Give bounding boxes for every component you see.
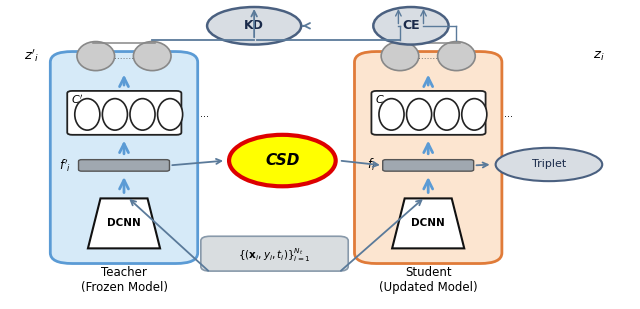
- Ellipse shape: [438, 41, 476, 71]
- Text: CSD: CSD: [265, 153, 300, 168]
- Text: Teacher
(Frozen Model): Teacher (Frozen Model): [81, 266, 168, 294]
- Text: Student
(Updated Model): Student (Updated Model): [379, 266, 477, 294]
- Ellipse shape: [157, 99, 182, 130]
- Polygon shape: [88, 198, 160, 248]
- Ellipse shape: [461, 99, 487, 130]
- FancyBboxPatch shape: [355, 52, 502, 264]
- Ellipse shape: [495, 148, 602, 181]
- Ellipse shape: [434, 99, 460, 130]
- Text: $f'_i$: $f'_i$: [59, 157, 71, 174]
- FancyBboxPatch shape: [201, 236, 348, 271]
- Text: $f_i$: $f_i$: [367, 157, 375, 173]
- FancyBboxPatch shape: [51, 52, 198, 264]
- Text: ...: ...: [504, 109, 513, 119]
- FancyBboxPatch shape: [79, 160, 170, 171]
- Ellipse shape: [379, 99, 404, 130]
- Text: .......: .......: [114, 52, 134, 61]
- Ellipse shape: [373, 7, 449, 44]
- Text: $z_i$: $z_i$: [593, 49, 604, 63]
- Ellipse shape: [406, 99, 431, 130]
- Ellipse shape: [102, 99, 127, 130]
- Text: ...: ...: [200, 109, 209, 119]
- Ellipse shape: [229, 135, 336, 186]
- Text: $\{(\mathbf{x}_i, y_i, t_i)\}_{i=1}^{N_t}$: $\{(\mathbf{x}_i, y_i, t_i)\}_{i=1}^{N_t…: [238, 247, 311, 264]
- Text: CE: CE: [402, 19, 420, 32]
- Ellipse shape: [75, 99, 100, 130]
- FancyBboxPatch shape: [371, 91, 486, 135]
- Ellipse shape: [130, 99, 155, 130]
- Ellipse shape: [133, 41, 171, 71]
- Text: $z'_i$: $z'_i$: [24, 48, 39, 64]
- Text: KD: KD: [244, 19, 264, 32]
- Ellipse shape: [207, 7, 301, 44]
- Ellipse shape: [77, 41, 115, 71]
- Text: $C$: $C$: [375, 93, 385, 105]
- Ellipse shape: [381, 41, 419, 71]
- Polygon shape: [392, 198, 464, 248]
- Text: DCNN: DCNN: [412, 218, 445, 228]
- FancyBboxPatch shape: [67, 91, 181, 135]
- Text: DCNN: DCNN: [107, 218, 141, 228]
- FancyBboxPatch shape: [383, 160, 474, 171]
- Text: Triplet: Triplet: [532, 159, 566, 170]
- Text: $C'$: $C'$: [71, 93, 84, 106]
- Text: .......: .......: [418, 52, 438, 61]
